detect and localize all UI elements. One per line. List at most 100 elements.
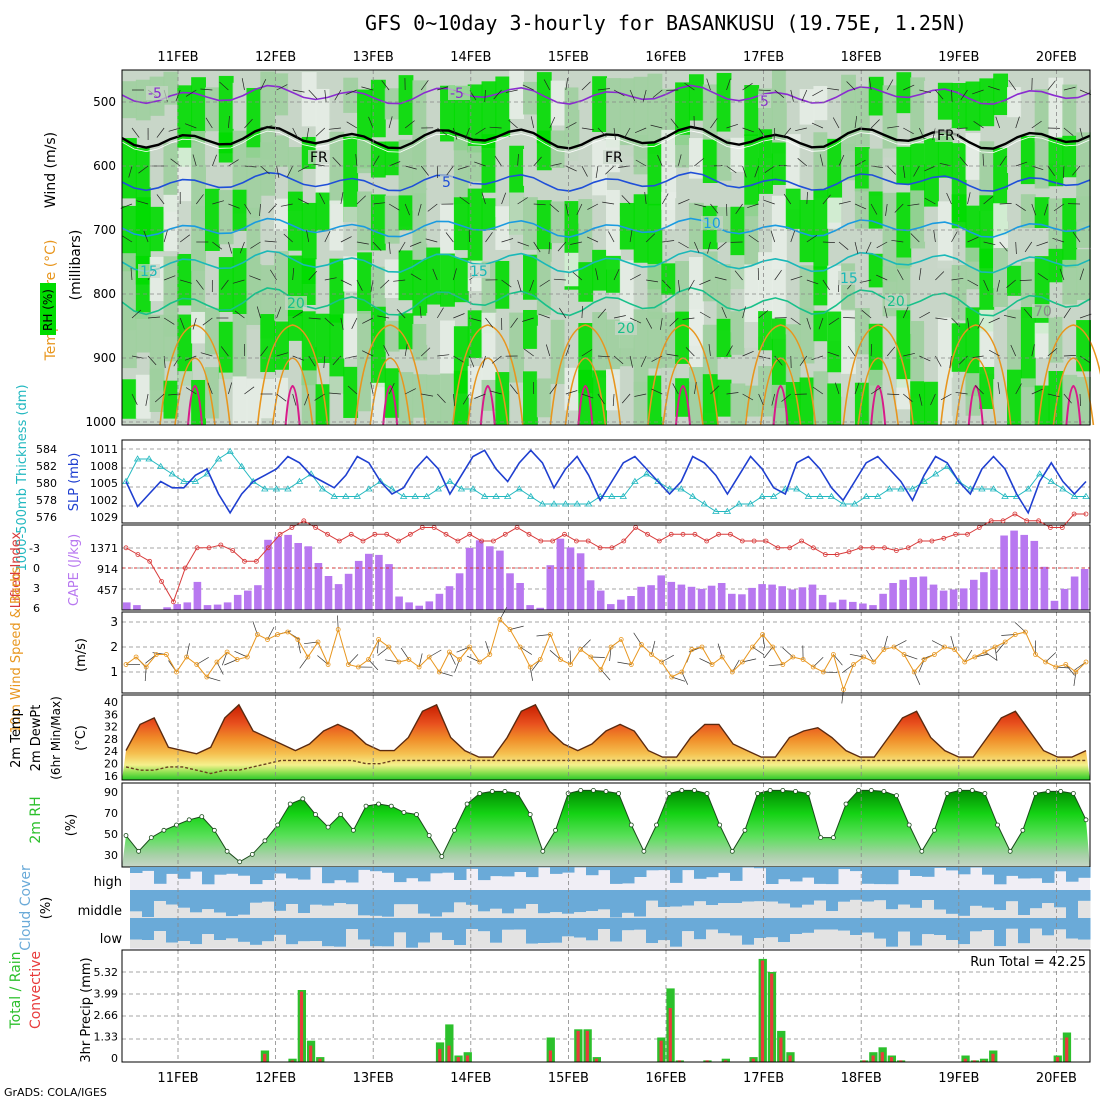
rh-field-cell [689,74,704,120]
cloud-gap [862,902,875,919]
cloud-cell [826,890,839,911]
cloud-cell [262,890,275,902]
contour-label: 70 [1034,304,1052,320]
cloud-cell [850,890,863,900]
date-label-top: 14FEB [450,50,491,65]
cloud-gap [454,945,467,948]
rh-field-cell [772,196,787,269]
cape-bar [123,602,131,610]
cape-bar [516,583,524,610]
cloud-cell [154,890,167,901]
rh-point [1046,789,1050,793]
cape-bar [345,574,353,610]
cloud-cell [550,867,563,874]
cloud-cell [538,918,551,943]
rh-point [617,792,621,796]
cloud-cell [202,890,215,909]
rh-field-cell [329,84,344,131]
cloud-cell [730,918,743,936]
cloud-cell [394,918,407,932]
cape-bar [506,573,514,610]
cape-tick: 914 [97,563,118,576]
cloud-cell [634,918,647,930]
temp-tick: 32 [104,721,118,734]
rh-field-cell [869,77,884,116]
cloud-cell [754,867,767,868]
rh-field-cell [661,263,676,294]
rh-point [212,828,216,832]
cloud-cell [490,918,503,943]
rh-field-cell [841,144,856,181]
rh-field-cell [205,133,220,165]
cloud-cell [754,918,767,938]
wind-tick: 1 [110,665,118,679]
cloud-gap [190,912,203,918]
rh-field-cell [647,143,662,205]
rh-field-cell [426,313,441,345]
cape-bar [688,587,696,610]
precip-tick: 3.99 [94,988,119,1001]
precip-tick: 5.32 [94,966,119,979]
rh-field-cell [399,195,414,230]
cape-bar [456,573,464,610]
cloud-cell [454,867,467,880]
cloud-cell [238,867,251,876]
rh-point [996,823,1000,827]
cloud-cell [490,890,503,909]
rh-field-cell [966,82,981,131]
cloud-cell [778,867,791,879]
date-label-top: 13FEB [353,50,394,65]
date-label-top: 15FEB [548,50,589,65]
cape-bar [970,580,978,610]
cloud-cell [502,867,515,876]
precip-conv-bar [263,1054,266,1062]
rh-point [718,823,722,827]
cape-bar [637,587,645,610]
rh-field-cell [744,85,759,136]
cloud-gap [622,930,635,948]
cloud-gap [334,947,347,948]
rh-field-cell [288,192,303,251]
cloud-cell [658,890,671,907]
rh-point [831,836,835,840]
cloud-cell [334,890,347,903]
cape-bar [294,543,302,610]
rh-field-cell [288,74,303,125]
cloud-gap [1066,939,1079,949]
rh-field-cell [620,78,635,156]
cloud-gap [670,947,683,948]
cloud-cell [574,918,587,938]
cloud-cell [418,890,431,914]
cloud-cell [1054,890,1067,907]
precip-conv-bar [872,1056,875,1063]
rh-point [276,823,280,827]
contour-label: 20 [617,321,635,337]
cloud-cell [910,867,923,876]
cape-bar [809,585,817,610]
cape-bar [1081,569,1089,610]
cloud-cell [754,890,767,901]
rh-field-cell [426,190,441,244]
cape-bar [869,605,877,610]
cloud-gap [310,905,323,918]
cloud-gap [442,912,455,918]
cloud-gap [430,933,443,948]
rh-field-cell [855,87,870,147]
rh-field-cell [316,193,331,231]
cloud-gap [346,904,359,918]
cloud-cell [358,867,371,870]
pressure-tick: 900 [93,351,116,365]
cloud-cell [466,867,479,869]
contour-label: 5 [442,175,451,191]
cloud-cell [142,867,155,871]
cloud-cell [454,918,467,945]
cloud-gap [658,907,671,918]
rh-field-cell [329,259,344,323]
cape-bar [1020,535,1028,610]
cloud-gap [250,945,263,948]
rh-field-cell [260,204,275,264]
cape-bar [315,563,323,610]
cloud-gap [886,947,899,948]
cape-bar [1010,531,1018,610]
